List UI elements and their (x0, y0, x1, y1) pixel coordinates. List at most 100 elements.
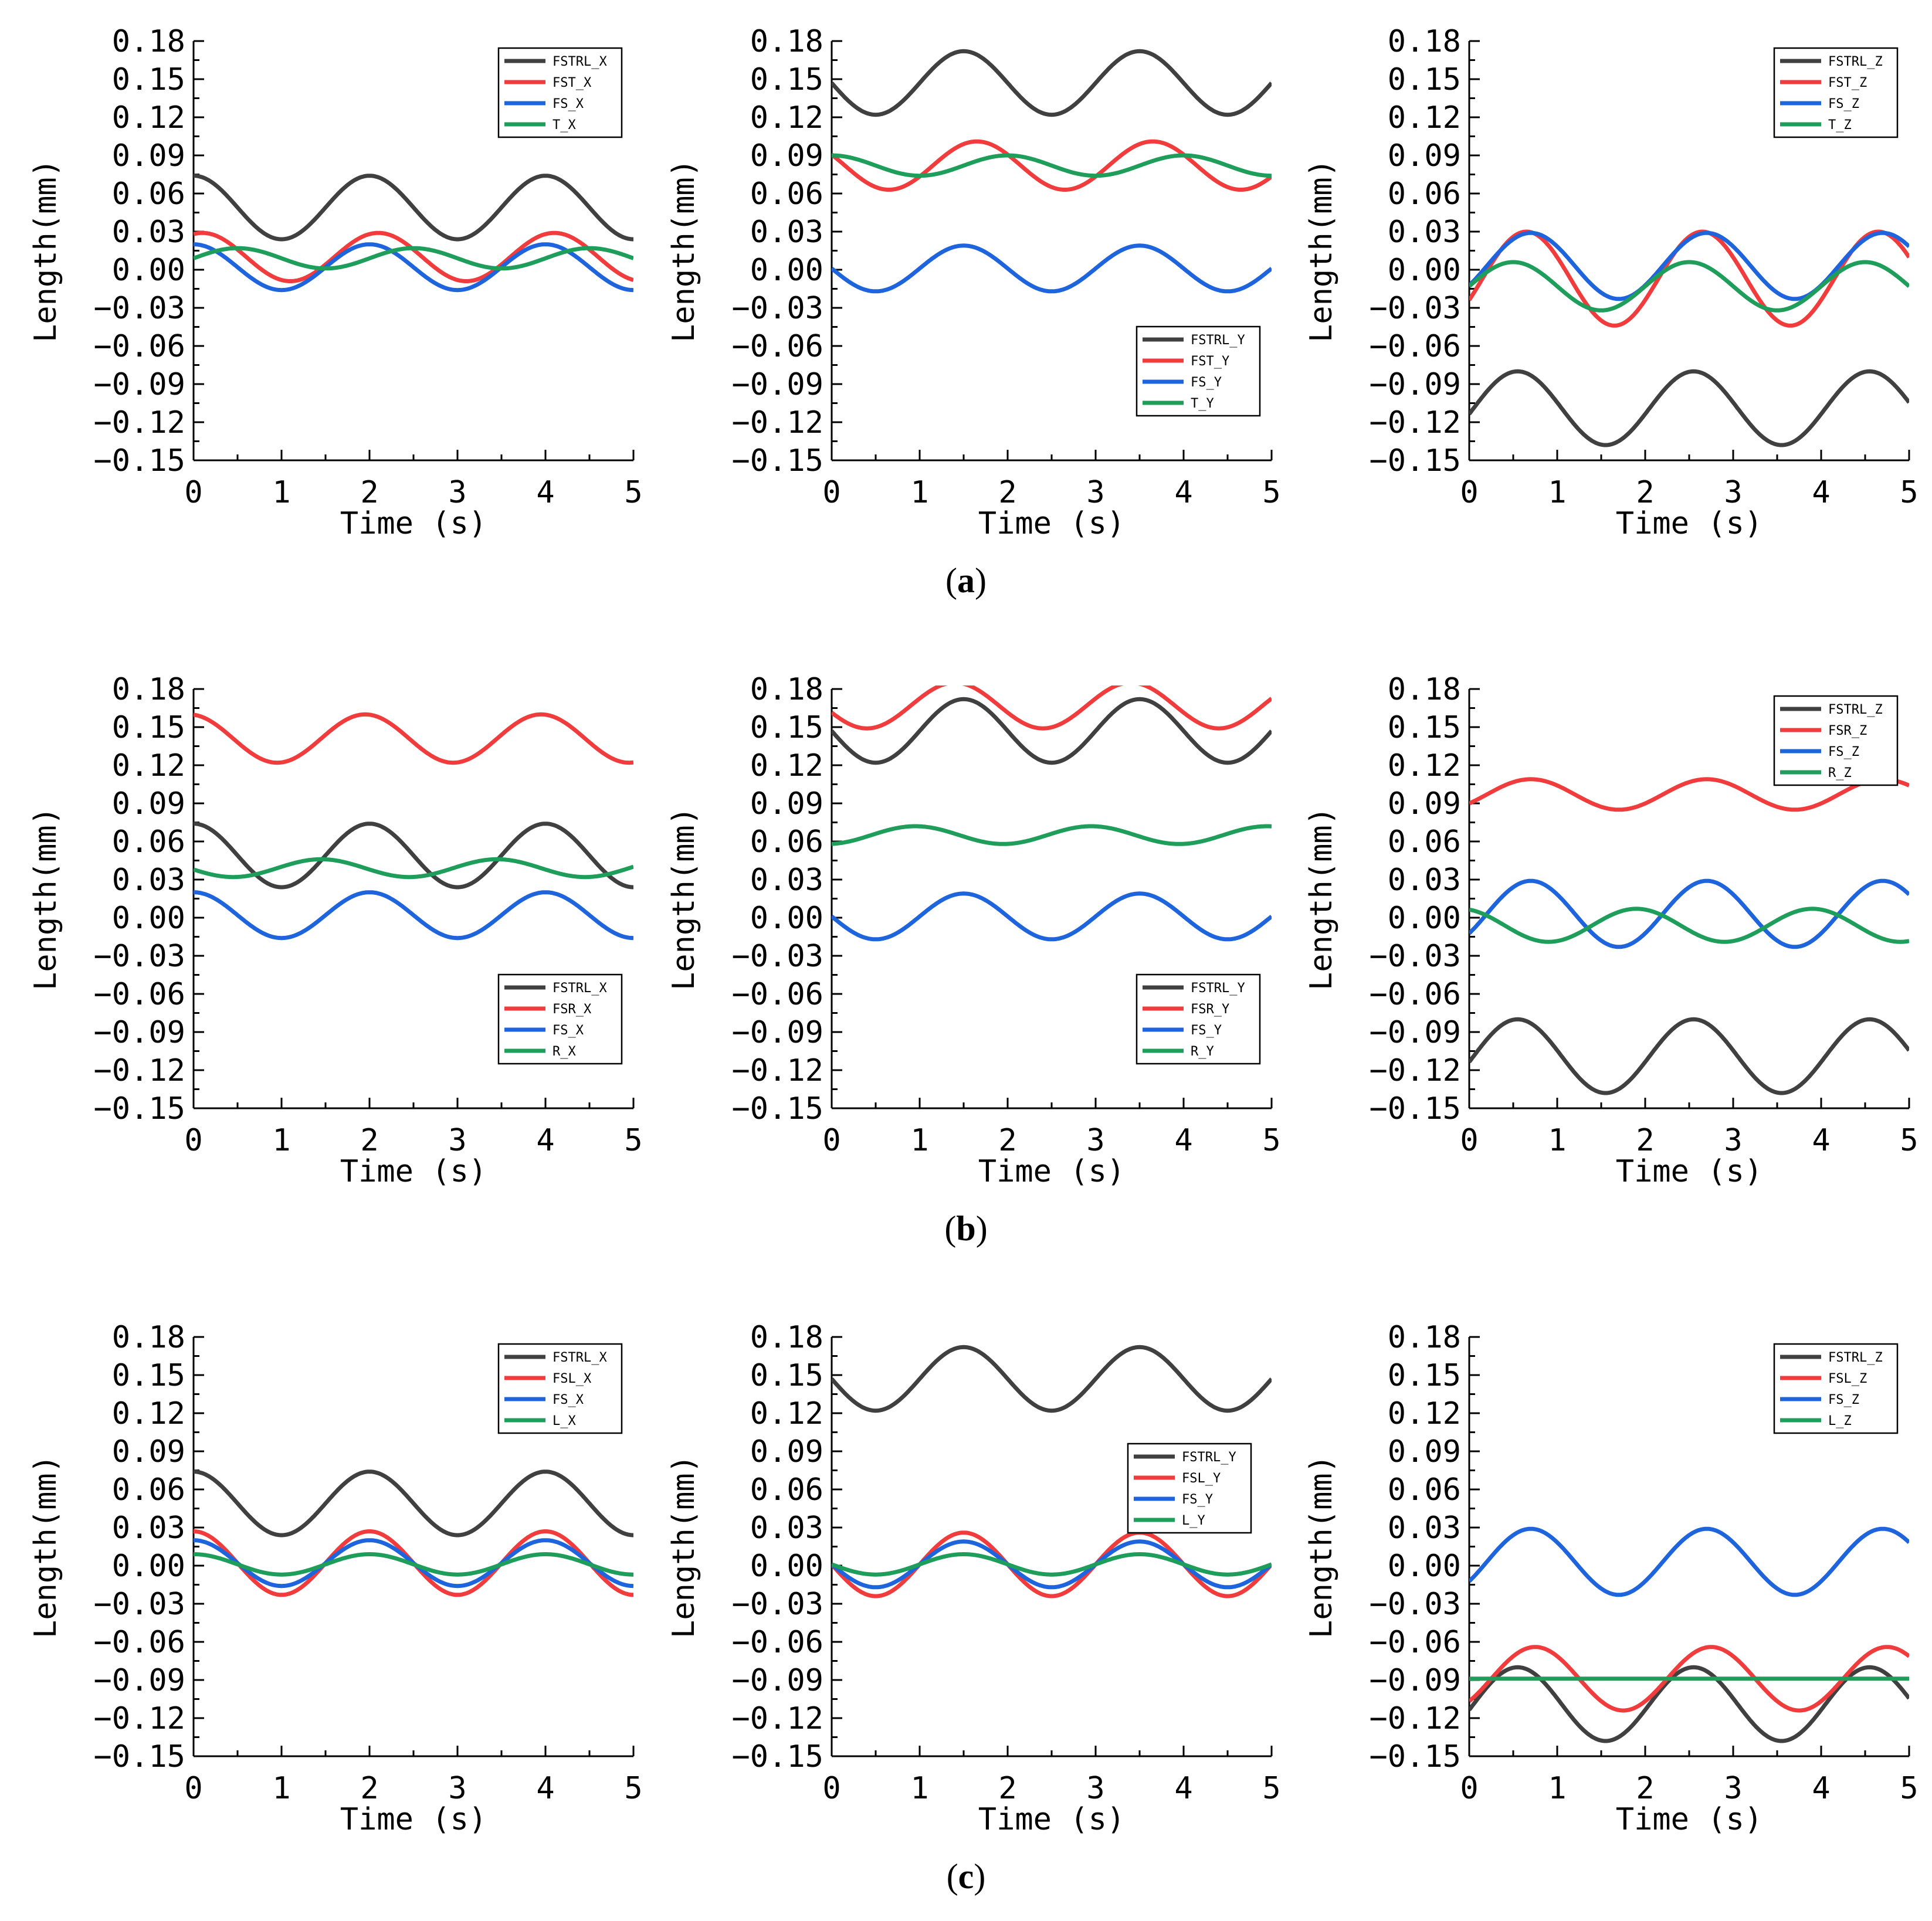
x-tick-label: 2 (1636, 1771, 1654, 1806)
y-tick-label: 0.18 (1388, 24, 1461, 59)
chart-c-2: 0.180.150.120.090.060.030.00−0.03−0.06−0… (666, 1320, 1281, 1837)
y-tick-label: −0.03 (731, 939, 823, 974)
y-tick-label: 0.12 (1388, 1396, 1461, 1431)
y-tick-label: 0.03 (112, 215, 185, 250)
y-axis-title: Length(mm) (666, 1455, 701, 1638)
y-tick-label: 0.06 (112, 1472, 185, 1508)
x-tick-label: 1 (272, 1771, 290, 1806)
y-tick-label: −0.09 (1369, 1015, 1461, 1050)
y-tick-label: 0.00 (1388, 253, 1461, 288)
x-axis-title: Time (s) (978, 506, 1125, 541)
y-tick-label: 0.12 (750, 748, 823, 783)
y-tick-label: −0.09 (731, 1663, 823, 1698)
x-tick-label: 5 (1900, 1771, 1918, 1806)
legend-label: FSTRL_X (553, 1350, 607, 1365)
series-line-fstrl-z (1469, 1665, 1909, 1743)
y-tick-label: 0.09 (750, 138, 823, 174)
y-tick-label: 0.03 (112, 1511, 185, 1546)
y-tick-label: −0.06 (93, 329, 185, 364)
y-tick-label: −0.03 (93, 1587, 185, 1622)
legend-label: FSL_X (553, 1372, 592, 1386)
x-tick-label: 2 (998, 475, 1016, 510)
legend-label: FS_Z (1828, 745, 1859, 759)
series-line-fst-z (1469, 229, 1909, 328)
x-tick-label: 5 (1900, 475, 1918, 510)
y-tick-label: −0.09 (1369, 367, 1461, 402)
y-tick-label: 0.09 (1388, 786, 1461, 822)
x-tick-label: 1 (910, 1771, 928, 1806)
legend-label: FSTRL_Y (1191, 333, 1245, 348)
y-axis-title: Length(mm) (28, 807, 63, 990)
y-tick-label: −0.03 (1369, 291, 1461, 326)
y-tick-label: 0.06 (750, 824, 823, 860)
y-tick-label: −0.12 (1369, 1701, 1461, 1736)
legend-label: FSTRL_Z (1828, 55, 1883, 69)
y-tick-label: −0.06 (731, 1625, 823, 1660)
series-line-fsl-z (1469, 1645, 1909, 1713)
legend-label: T_Y (1191, 396, 1214, 411)
x-tick-label: 2 (360, 475, 378, 510)
series-line-l-x (194, 1552, 633, 1577)
legend: FSTRL_Z FSR_Z FS_Z R_Z (1773, 695, 1899, 786)
x-tick-label: 0 (184, 1123, 202, 1158)
y-tick-label: 0.00 (112, 901, 185, 936)
y-tick-label: 0.15 (112, 710, 185, 745)
y-tick-label: −0.09 (731, 1015, 823, 1050)
y-tick-label: 0.15 (112, 1358, 185, 1393)
y-tick-label: 0.06 (112, 824, 185, 860)
y-tick-label: −0.15 (1369, 443, 1461, 478)
x-tick-label: 0 (1460, 1123, 1478, 1158)
y-tick-label: 0.15 (750, 1358, 823, 1393)
y-tick-label: −0.15 (731, 443, 823, 478)
series-line-fstrl-x (194, 1469, 633, 1538)
y-tick-label: 0.18 (750, 24, 823, 59)
x-tick-label: 1 (910, 1123, 928, 1158)
series-line-fs-x (194, 242, 633, 293)
x-tick-label: 1 (1548, 1123, 1566, 1158)
y-tick-label: 0.12 (112, 1396, 185, 1431)
y-tick-label: 0.18 (750, 1320, 823, 1355)
legend: FSTRL_Z FSL_Z FS_Z L_Z (1773, 1343, 1899, 1434)
x-tick-label: 2 (998, 1123, 1016, 1158)
y-tick-label: −0.15 (1369, 1739, 1461, 1774)
y-tick-label: 0.06 (112, 177, 185, 212)
chart-a-3: 0.180.150.120.090.060.030.00−0.03−0.06−0… (1304, 24, 1919, 541)
y-axis-title: Length(mm) (1304, 159, 1339, 342)
legend-label: FSTRL_X (553, 55, 607, 69)
legend-label: FSTRL_X (553, 981, 607, 996)
x-tick-label: 5 (1262, 1771, 1280, 1806)
legend-label: FSL_Y (1182, 1471, 1221, 1486)
y-tick-label: 0.09 (1388, 1434, 1461, 1469)
legend-label: FS_X (553, 1023, 584, 1038)
x-tick-label: 4 (536, 475, 554, 510)
x-axis-title: Time (s) (1616, 1802, 1762, 1837)
y-tick-label: 0.15 (750, 710, 823, 745)
series-line-fsr-x (194, 712, 633, 765)
chart-b-1: 0.180.150.120.090.060.030.00−0.03−0.06−0… (28, 672, 643, 1189)
x-tick-label: 5 (624, 475, 642, 510)
y-tick-label: −0.12 (93, 1701, 185, 1736)
series-line-fst-y (832, 139, 1272, 192)
series-line-fstrl-z (1469, 1017, 1909, 1095)
y-tick-label: 0.06 (1388, 1472, 1461, 1508)
x-tick-label: 4 (1812, 1123, 1830, 1158)
y-tick-label: −0.06 (93, 1625, 185, 1660)
panel-caption-b: (b) (944, 1209, 987, 1248)
y-tick-label: −0.12 (93, 1053, 185, 1088)
chart-c-1: 0.180.150.120.090.060.030.00−0.03−0.06−0… (28, 1320, 643, 1837)
series-line-fsr-z (1469, 777, 1909, 812)
y-tick-label: 0.15 (1388, 710, 1461, 745)
legend-label: FSTRL_Z (1828, 702, 1883, 717)
legend-label: FS_Z (1828, 97, 1859, 111)
series-line-fstrl-z (1469, 369, 1909, 447)
y-tick-label: −0.09 (93, 367, 185, 402)
y-tick-label: 0.06 (750, 1472, 823, 1508)
y-axis-title: Length(mm) (666, 807, 701, 990)
y-axis-title: Length(mm) (28, 159, 63, 342)
series-line-t-x (194, 246, 633, 271)
y-tick-label: −0.06 (93, 977, 185, 1012)
x-tick-label: 4 (1174, 475, 1192, 510)
chart-c-3: 0.180.150.120.090.060.030.00−0.03−0.06−0… (1304, 1320, 1919, 1837)
x-tick-label: 5 (624, 1771, 642, 1806)
x-tick-label: 3 (1724, 1771, 1742, 1806)
